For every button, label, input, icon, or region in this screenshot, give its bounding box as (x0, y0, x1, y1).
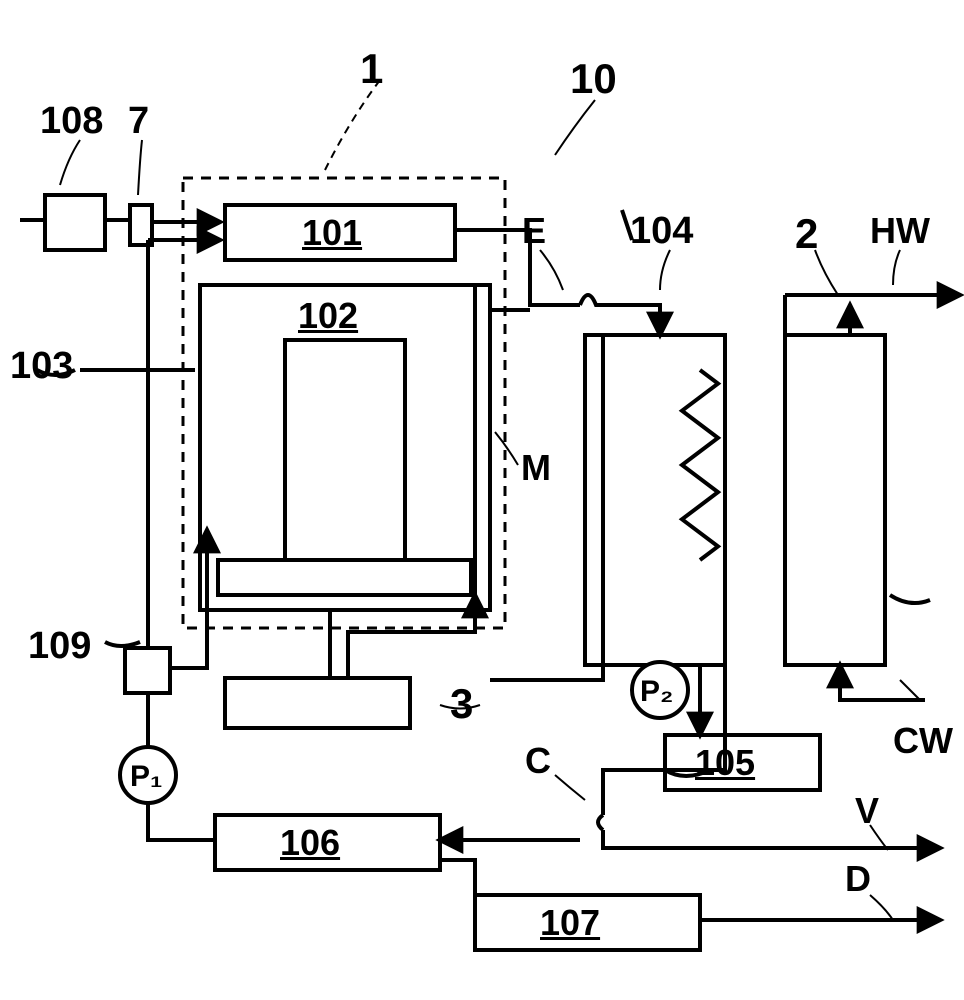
label-n102: 102 (298, 295, 358, 337)
label-n108: 108 (40, 100, 103, 143)
label-n105: 105 (695, 742, 755, 784)
label-n101: 101 (302, 212, 362, 254)
labels-layer: 1 10 108 7 101 E 104 2 HW 102 103 M 109 3 CW P₁ P₂ C 105 V 1… (0, 0, 964, 1000)
label-n2: 2 (795, 210, 818, 258)
label-nC: C (525, 740, 551, 782)
label-nP1: P₁ (130, 760, 162, 794)
label-n109: 109 (28, 625, 91, 668)
label-nV: V (855, 790, 879, 832)
label-n104: 104 (630, 210, 693, 253)
label-n7: 7 (128, 100, 149, 143)
label-nHW: HW (870, 210, 930, 252)
label-n107: 107 (540, 902, 600, 944)
label-nP2: P₂ (640, 675, 673, 709)
label-n103: 103 (10, 345, 73, 388)
label-n106: 106 (280, 822, 340, 864)
label-n3: 3 (450, 680, 473, 728)
label-n1: 1 (360, 45, 383, 93)
label-nM: M (521, 447, 551, 489)
label-nCW: CW (893, 720, 953, 762)
label-nD: D (845, 858, 871, 900)
label-nE: E (522, 210, 546, 252)
label-n10: 10 (570, 55, 617, 103)
